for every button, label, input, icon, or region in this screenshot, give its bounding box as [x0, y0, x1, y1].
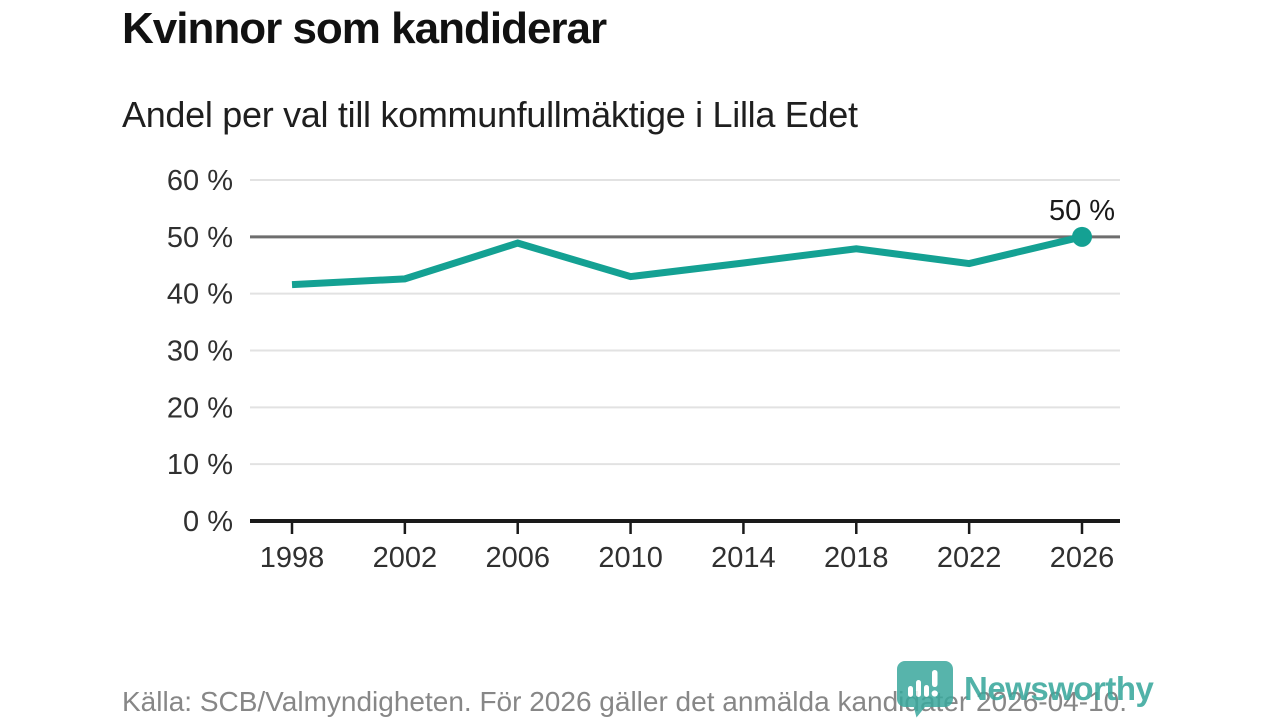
y-axis-tick-label: 50 %	[167, 222, 233, 254]
page-subtitle: Andel per val till kommunfullmäktige i L…	[122, 94, 858, 135]
x-axis-tick-label: 2006	[485, 542, 550, 574]
page-title: Kvinnor som kandiderar	[122, 4, 607, 53]
y-axis-tick-label: 30 %	[167, 336, 233, 368]
y-axis-tick-label: 20 %	[167, 392, 233, 424]
end-point-label: 50 %	[1049, 195, 1115, 227]
line-chart: 0 % 10 % 20 % 30 % 40 % 50 % 60 % 1998 2002 2006 2…	[167, 165, 1120, 574]
exclamation-bar	[932, 670, 938, 687]
bar-medium	[924, 685, 929, 697]
x-axis-tick-label: 2002	[373, 542, 438, 574]
x-axis-tick-label: 2022	[937, 542, 1002, 574]
end-point-marker	[1072, 226, 1092, 247]
source-note: Källa: SCB/Valmyndigheten. För 2026 gäll…	[122, 686, 1127, 717]
y-axis-tick-label: 40 %	[167, 279, 233, 311]
y-axis-tick-label: 60 %	[167, 165, 233, 197]
y-axis-tick-label: 0 %	[183, 506, 233, 538]
x-axis-tick-label: 2018	[824, 542, 889, 574]
newsworthy-pin-barchart-icon	[897, 661, 953, 718]
bar-tall	[916, 680, 921, 697]
y-axis-tick-label: 10 %	[167, 449, 233, 481]
exclamation-dot	[931, 690, 938, 697]
x-axis-tick-label: 2010	[598, 542, 663, 574]
bar-small	[908, 686, 913, 697]
newsworthy-logo: Newsworthy	[894, 660, 1154, 718]
newsworthy-wordmark: Newsworthy	[964, 670, 1154, 707]
data-line	[291, 233, 1083, 289]
x-axis-tick-label: 2014	[711, 542, 776, 574]
x-axis-tick-label: 2026	[1050, 542, 1115, 574]
x-axis-tick-label: 1998	[260, 542, 325, 574]
